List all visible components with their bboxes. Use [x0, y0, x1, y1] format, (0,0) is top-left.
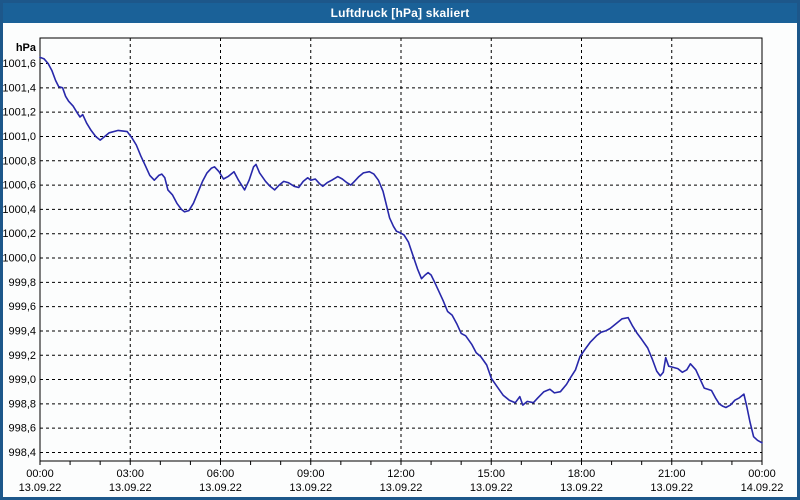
- x-tick-date-label: 13.09.22: [560, 482, 603, 494]
- x-tick-date-label: 13.09.22: [380, 482, 423, 494]
- x-tick-time-label: 18:00: [568, 468, 596, 480]
- y-tick-label: 999,0: [8, 374, 36, 386]
- x-tick-date-label: 13.09.22: [470, 482, 513, 494]
- x-tick-time-label: 15:00: [477, 468, 505, 480]
- y-axis-unit-label: hPa: [16, 42, 37, 54]
- y-tick-label: 1000,8: [3, 155, 36, 167]
- y-tick-label: 998,8: [8, 398, 36, 410]
- x-tick-time-label: 09:00: [297, 468, 325, 480]
- x-tick-date-label: 13.09.22: [650, 482, 693, 494]
- x-tick-date-label: 13.09.22: [109, 482, 152, 494]
- y-tick-label: 999,2: [8, 350, 36, 362]
- window-titlebar[interactable]: Luftdruck [hPa] skaliert: [3, 3, 797, 23]
- y-tick-label: 1001,2: [3, 107, 36, 119]
- y-tick-label: 999,4: [8, 325, 36, 337]
- pressure-chart-svg: 1001,6 1001,4 1001,2 1001,0 1000,8 1000,6 1000…: [3, 37, 784, 494]
- y-tick-label: 1001,6: [3, 58, 36, 70]
- chart-container: 1001,6 1001,4 1001,2 1001,0 1000,8 1000,6 1000…: [3, 23, 797, 497]
- x-tick-time-label: 12:00: [387, 468, 415, 480]
- window-title: Luftdruck [hPa] skaliert: [330, 6, 470, 20]
- x-tick-time-label: 00:00: [748, 468, 776, 480]
- x-tick-time-label: 21:00: [658, 468, 686, 480]
- y-tick-label: 1000,0: [3, 253, 36, 265]
- x-tick-time-label: 00:00: [26, 468, 54, 480]
- y-tick-label: 998,4: [8, 447, 36, 459]
- x-tick-time-label: 03:00: [116, 468, 144, 480]
- x-tick-date-label: 13.09.22: [289, 482, 332, 494]
- y-tick-label: 1001,4: [3, 82, 36, 94]
- y-tick-label: 1000,4: [3, 204, 36, 216]
- y-tick-label: 1001,0: [3, 131, 36, 143]
- y-tick-label: 999,6: [8, 301, 36, 313]
- plot-border: [39, 37, 763, 462]
- pressure-series-line: [39, 56, 763, 444]
- y-tick-label: 998,6: [8, 423, 36, 435]
- y-tick-label: 999,8: [8, 277, 36, 289]
- x-tick-time-label: 06:00: [207, 468, 235, 480]
- x-tick-date-label: 14.09.22: [741, 482, 784, 494]
- x-tick-date-label: 13.09.22: [199, 482, 242, 494]
- y-tick-label: 1000,2: [3, 228, 36, 240]
- x-tick-date-label: 13.09.22: [19, 482, 62, 494]
- y-tick-label: 1000,6: [3, 180, 36, 192]
